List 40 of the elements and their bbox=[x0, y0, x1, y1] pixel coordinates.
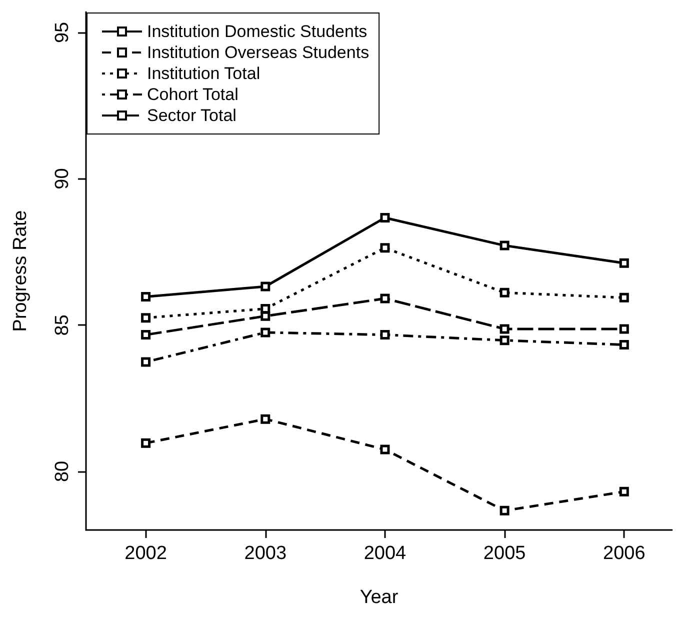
point bbox=[260, 311, 270, 321]
point bbox=[260, 414, 270, 424]
point bbox=[619, 486, 629, 496]
point bbox=[141, 438, 151, 448]
point bbox=[141, 357, 151, 367]
x-tick-label: 2002 bbox=[124, 543, 167, 564]
point bbox=[619, 292, 629, 302]
legend-label: Sector Total bbox=[147, 106, 236, 125]
point bbox=[260, 282, 270, 292]
legend-label: Institution Overseas Students bbox=[147, 43, 370, 62]
point bbox=[500, 288, 510, 298]
point bbox=[380, 212, 390, 222]
point bbox=[141, 313, 151, 323]
point bbox=[619, 258, 629, 268]
point bbox=[500, 240, 510, 250]
x-tick-label: 2003 bbox=[244, 543, 287, 564]
y-tick-label: 95 bbox=[52, 22, 73, 44]
y-tick-label: 85 bbox=[52, 314, 73, 336]
point bbox=[380, 243, 390, 253]
x-tick-label: 2006 bbox=[603, 543, 646, 564]
legend-label: Cohort Total bbox=[147, 85, 238, 104]
x-tick-label: 2005 bbox=[483, 543, 526, 564]
point bbox=[141, 330, 151, 340]
y-axis-title: Progress Rate bbox=[10, 210, 31, 332]
legend-label: Institution Domestic Students bbox=[147, 22, 368, 41]
point bbox=[619, 340, 629, 350]
y-tick-label: 90 bbox=[52, 168, 73, 190]
point bbox=[380, 294, 390, 304]
x-axis-title: Year bbox=[360, 587, 399, 608]
point bbox=[500, 324, 510, 334]
point bbox=[260, 328, 270, 338]
point bbox=[380, 330, 390, 340]
point bbox=[380, 444, 390, 454]
point bbox=[619, 324, 629, 334]
point bbox=[141, 292, 151, 302]
point bbox=[500, 506, 510, 516]
legend-label: Institution Total bbox=[147, 64, 260, 83]
x-tick-label: 2004 bbox=[364, 543, 407, 564]
y-tick-label: 80 bbox=[52, 460, 73, 482]
point bbox=[500, 336, 510, 346]
